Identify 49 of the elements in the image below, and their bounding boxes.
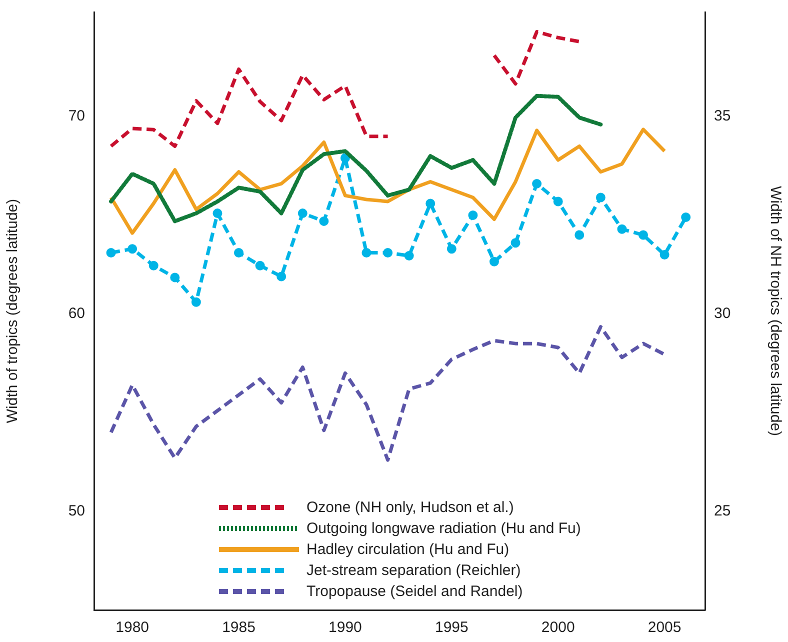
point xyxy=(383,248,393,258)
y-tick-label: 70 xyxy=(68,108,85,125)
y2-tick-label: 35 xyxy=(714,108,731,125)
point xyxy=(276,272,286,282)
point xyxy=(362,248,372,258)
point xyxy=(468,210,478,220)
y2-tick-label: 25 xyxy=(714,502,731,520)
point xyxy=(446,244,456,254)
point xyxy=(426,198,436,208)
legend-label: Hadley circulation (Hu and Fu) xyxy=(306,540,510,560)
x-tick-label: 1980 xyxy=(116,619,150,636)
legend-label: Tropopause (Seidel and Randel) xyxy=(306,582,523,602)
point xyxy=(532,178,542,188)
legend-label: Jet-stream separation (Reichler) xyxy=(306,561,521,581)
x-tick-label: 1995 xyxy=(434,619,468,636)
point xyxy=(340,153,350,163)
x-tick-label: 1990 xyxy=(328,619,362,636)
point xyxy=(106,248,116,258)
point xyxy=(489,256,499,266)
point xyxy=(319,216,329,226)
point xyxy=(298,208,308,218)
y-tick-label: 50 xyxy=(68,502,85,520)
point xyxy=(170,272,180,282)
y2-tick-label: 30 xyxy=(714,305,731,322)
x-tick-label: 1985 xyxy=(222,619,256,636)
point xyxy=(404,250,414,260)
point xyxy=(681,212,691,222)
y-axis-title: Width of tropics (degrees latitude) xyxy=(4,198,22,424)
line-series xyxy=(109,94,603,224)
point xyxy=(553,196,563,206)
point xyxy=(660,250,670,260)
point xyxy=(148,260,158,270)
point xyxy=(128,244,138,254)
point xyxy=(596,192,606,202)
x-tick-label: 2000 xyxy=(541,619,575,636)
line-series xyxy=(109,325,666,462)
point xyxy=(234,248,244,258)
point xyxy=(510,238,520,248)
x-tick-label: 2005 xyxy=(648,619,682,636)
legend-label: Outgoing longwave radiation (Hu and Fu) xyxy=(306,519,581,539)
point xyxy=(212,208,222,218)
y-tick-label: 60 xyxy=(68,305,85,322)
point xyxy=(638,230,648,240)
y2-axis-title: Width of NH tropics (degrees latitude) xyxy=(766,186,784,436)
point xyxy=(191,297,201,307)
legend-label: Ozone (NH only, Hudson et al.) xyxy=(306,498,514,518)
point xyxy=(617,224,627,234)
point xyxy=(255,260,265,270)
point xyxy=(574,230,584,240)
